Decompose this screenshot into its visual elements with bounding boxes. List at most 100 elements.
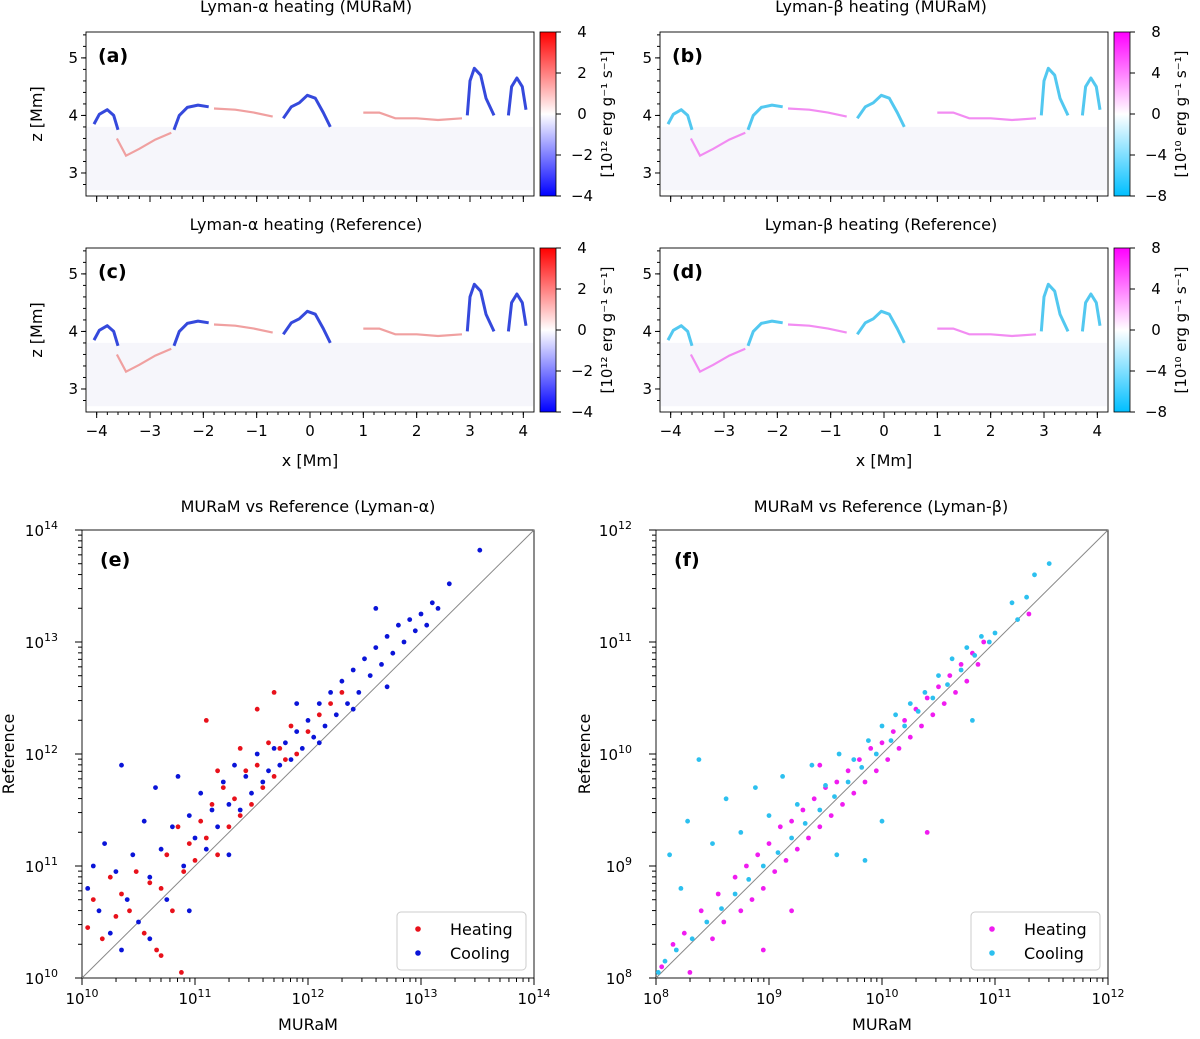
panel-a-title: Lyman-α heating (MURaM) xyxy=(200,0,412,16)
panel-f-title: MURaM vs Reference (Lyman-β) xyxy=(754,497,1008,516)
panel-e-point-cooling xyxy=(333,712,339,718)
panel-e-point-cooling xyxy=(237,807,243,813)
panel-f-legend-cooling-marker xyxy=(989,950,995,956)
panel-d-map xyxy=(661,282,1107,407)
panel-e-point-heating xyxy=(288,723,294,729)
panel-f-ytick-label: 1012 xyxy=(599,519,632,540)
panel-e-point-cooling xyxy=(266,768,271,774)
panel-f-point-cooling xyxy=(662,958,668,964)
panel-f-point-cooling xyxy=(936,673,941,678)
panel-f-point-cooling xyxy=(746,877,752,882)
panel-d-ytick-label: 5 xyxy=(642,265,652,283)
panel-f-point-cooling xyxy=(902,723,907,729)
panel-f-point-cooling xyxy=(823,783,828,788)
panel-f-xtick-label: 109 xyxy=(756,987,782,1008)
panel-c-ytick-label: 3 xyxy=(68,380,78,398)
panel-a-cbtick-label: −2 xyxy=(571,146,593,164)
panel-b-weak-curve xyxy=(689,131,746,158)
panel-f-point-heating xyxy=(794,846,800,852)
panel-f-point-cooling xyxy=(970,718,975,723)
panel-e-point-cooling xyxy=(283,740,288,746)
panel-a-colorbar: 4 2 0 −2 −4 [10¹² erg g⁻¹ s⁻¹] xyxy=(539,23,616,205)
panel-f-point-heating xyxy=(840,802,845,807)
panel-f-identity-line xyxy=(655,529,1109,979)
panel-f-point-cooling xyxy=(972,653,978,658)
panel-c-xtick-label: 0 xyxy=(305,422,315,440)
panel-d-weak-curve xyxy=(689,347,746,374)
panel-f-point-cooling xyxy=(802,821,808,826)
panel-f-point-heating xyxy=(817,762,823,768)
panel-e-point-heating xyxy=(254,706,260,712)
panel-f-point-heating xyxy=(721,919,727,925)
panel-c-xticks: −4 −3 −2 −1 0 1 2 3 4 xyxy=(86,412,528,440)
panel-e-point-heating xyxy=(232,796,237,802)
panel-e-identity-line xyxy=(81,529,535,979)
panel-e-point-cooling xyxy=(96,908,102,914)
panel-e-point-cooling xyxy=(373,606,379,611)
panel-c-xtick-label: −2 xyxy=(192,422,214,440)
panel-e-point-heating xyxy=(260,785,266,790)
panel-e-point-cooling xyxy=(311,734,317,740)
panel-e-point-heating xyxy=(179,970,184,975)
panel-f-point-heating xyxy=(749,897,755,902)
panel-a-label: (a) xyxy=(98,45,128,67)
panel-e-point-cooling xyxy=(209,807,215,813)
panel-e-point-heating xyxy=(226,824,232,830)
panel-a-map xyxy=(87,66,533,191)
panel-b-ytick-label: 3 xyxy=(642,164,652,182)
panel-d-xtick-label: 0 xyxy=(879,422,889,440)
panel-e-point-cooling xyxy=(186,813,192,818)
panel-e-point-cooling xyxy=(328,690,333,695)
panel-e-point-heating xyxy=(107,874,113,880)
panel-f-point-cooling xyxy=(945,682,950,687)
panel-f-ytick-label: 108 xyxy=(606,967,632,988)
panel-e-point-cooling xyxy=(390,650,396,656)
panel-e-point-cooling xyxy=(316,740,322,746)
panel-a-ytick-label: 5 xyxy=(68,49,78,67)
panel-e-point-cooling xyxy=(192,835,198,841)
panel-f-point-cooling xyxy=(958,667,964,673)
panel-e-point-heating xyxy=(316,712,322,718)
panel-f-ytick-label: 1011 xyxy=(599,631,632,652)
panel-e-point-cooling xyxy=(153,785,158,790)
panel-e-legend: Heating Cooling xyxy=(396,911,527,971)
panel-e-point-cooling xyxy=(158,846,164,852)
panel-b-label: (b) xyxy=(672,45,703,67)
panel-f-point-heating xyxy=(670,942,676,947)
panel-f-point-cooling xyxy=(732,891,738,897)
panel-f-point-cooling xyxy=(879,723,885,729)
panel-e-point-heating xyxy=(277,746,283,751)
panel-e-point-cooling xyxy=(373,645,379,650)
panel-e-point-heating xyxy=(339,690,345,695)
panel-e-point-cooling xyxy=(350,667,356,673)
panel-e-point-heating xyxy=(141,930,147,936)
panel-f-point-cooling xyxy=(986,639,992,645)
panel-e-point-heating xyxy=(113,914,119,919)
panel-e-xtick-label: 1012 xyxy=(291,987,324,1008)
panel-d: Lyman-β heating (Reference) (d) 3 4 5 −4 −3… xyxy=(642,215,1190,470)
panel-f-point-heating xyxy=(811,796,817,802)
panel-e-point-heating xyxy=(99,936,105,942)
panel-c-cbtick-label: 2 xyxy=(577,280,587,298)
panel-b-loop xyxy=(856,93,906,128)
panel-e-ytick-label: 1013 xyxy=(25,631,58,652)
panel-f-point-heating xyxy=(958,662,964,667)
panel-e-point-heating xyxy=(133,869,139,874)
panel-e-point-heating xyxy=(243,768,249,774)
panel-f-ytick-label: 1010 xyxy=(599,743,632,764)
panel-f-point-cooling xyxy=(710,841,715,846)
panel-e-legend-heating-marker xyxy=(415,926,421,932)
panel-f-point-heating xyxy=(930,712,936,718)
panel-e-point-cooling xyxy=(141,818,147,824)
panel-e-point-heating xyxy=(158,886,164,891)
panel-d-title: Lyman-β heating (Reference) xyxy=(765,215,997,234)
panel-d-colorbar-label: [10¹⁰ erg g⁻¹ s⁻¹] xyxy=(1172,267,1190,394)
panel-e-point-cooling xyxy=(356,690,362,695)
panel-f-point-cooling xyxy=(704,919,710,925)
panel-f-point-cooling xyxy=(696,757,702,762)
panel-c-colorbar-bar xyxy=(539,247,557,413)
panel-f-point-cooling xyxy=(673,947,679,953)
panel-f-ylabel: Reference xyxy=(575,714,594,795)
panel-c-yticks: 3 4 5 xyxy=(68,250,86,401)
panel-f-point-cooling xyxy=(851,757,857,762)
